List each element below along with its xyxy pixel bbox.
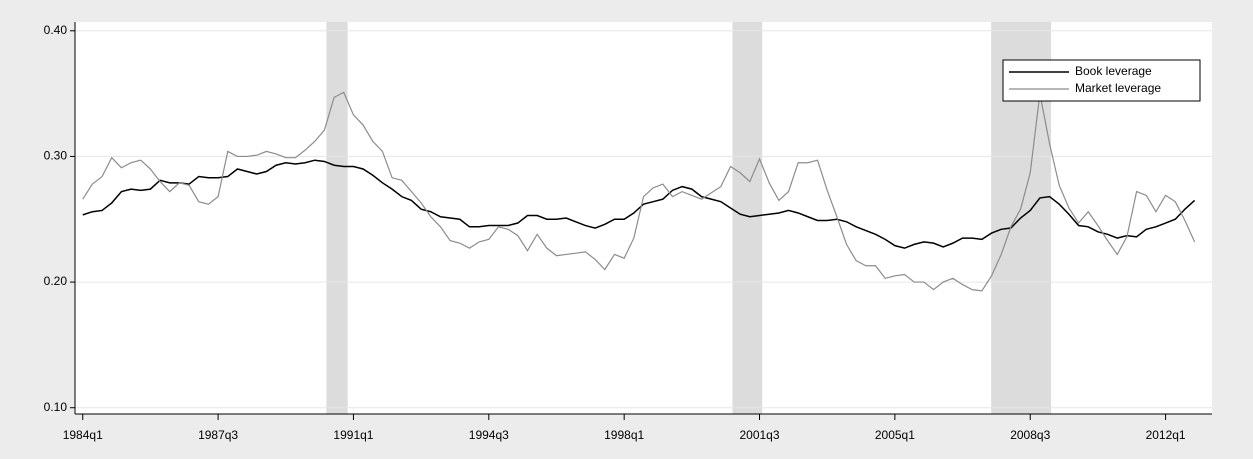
legend-label: Market leverage: [1075, 81, 1161, 95]
legend-label: Book leverage: [1075, 64, 1152, 78]
y-tick-label: 0.20: [44, 274, 68, 288]
x-tick-label: 2012q1: [1146, 428, 1186, 442]
y-tick-label: 0.10: [44, 400, 68, 414]
line-series: [82, 91, 1196, 292]
x-tick-label: 1994q3: [469, 428, 509, 442]
x-tick-label: 2001q3: [739, 428, 779, 442]
x-tick-label: 1991q1: [333, 428, 373, 442]
shaded-band: [326, 22, 348, 414]
y-tick-label: 0.40: [44, 23, 68, 37]
x-tick-label: 2005q1: [875, 428, 915, 442]
shaded-band: [732, 22, 763, 414]
legend-box: [1002, 59, 1201, 102]
y-tick-label: 0.30: [44, 149, 68, 163]
x-tick-label: 1998q1: [604, 428, 644, 442]
x-tick-label: 1987q3: [198, 428, 238, 442]
line-series: [82, 159, 1196, 249]
x-tick-label: 1984q1: [63, 428, 103, 442]
x-tick-label: 2008q3: [1010, 428, 1050, 442]
